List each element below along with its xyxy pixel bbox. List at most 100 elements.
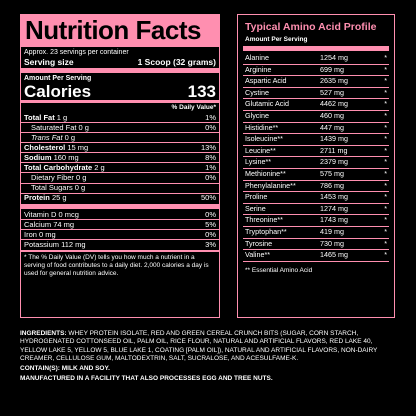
vitamin-amount: 74 mg	[53, 219, 75, 229]
amino-star: *	[384, 122, 387, 132]
ingredients-section: INGREDIENTS: WHEY PROTEIN ISOLATE, RED A…	[20, 330, 396, 386]
amino-value: 1465 mg	[320, 250, 348, 260]
nutrient-label: Trans Fat 0 g	[31, 133, 75, 143]
calories-label: Calories	[24, 82, 92, 101]
amount-per-serving: Amount Per Serving	[24, 75, 92, 82]
divider	[243, 46, 389, 51]
amino-name: Histidine**	[245, 122, 279, 132]
amino-value: 1453 mg	[320, 192, 348, 202]
nutrient-row: Saturated Fat 0 g 0%	[21, 123, 219, 133]
amino-value: 1254 mg	[320, 53, 348, 62]
nutrient-label: Dietary Fiber 0 g	[31, 173, 86, 183]
nutrient-label: Total Fat 1 g	[24, 113, 67, 123]
amino-name: Tyrosine	[245, 238, 273, 248]
vitamin-amount: 0 mcg	[58, 209, 79, 219]
divider	[21, 219, 219, 220]
nutrient-label: Sodium 160 mg	[24, 153, 79, 163]
amino-row: Phenylalanine** 786 mg *	[243, 181, 389, 193]
nutrient-name: Sodium	[24, 152, 52, 162]
serving-size-label: Serving size	[24, 57, 74, 67]
amino-star: *	[384, 238, 387, 248]
nutrient-dv: 8%	[205, 152, 216, 162]
amino-row: Alanine 1254 mg *	[243, 53, 389, 65]
amino-name: Leucine**	[245, 145, 276, 155]
ingredients-paragraph: INGREDIENTS: WHEY PROTEIN ISOLATE, RED A…	[20, 330, 396, 363]
amino-footnote: ** Essential Amino Acid	[245, 266, 313, 274]
amino-star: *	[384, 110, 387, 120]
amino-star: *	[384, 53, 387, 62]
nutrient-name: Total Carbohydrate	[24, 162, 93, 172]
amino-acid-panel: Typical Amino Acid Profile Amount Per Se…	[237, 14, 395, 318]
amino-value: 786 mg	[320, 180, 344, 190]
amino-row: Serine 1274 mg *	[243, 204, 389, 216]
amino-name: Isoleucine**	[245, 134, 283, 144]
amino-star: *	[384, 215, 387, 225]
amino-row: Proline 1453 mg *	[243, 192, 389, 204]
amino-name: Aspartic Acid	[245, 76, 287, 86]
amino-row: Methionine** 575 mg *	[243, 169, 389, 181]
vitamin-name: Potassium	[24, 240, 60, 250]
amino-star: *	[384, 250, 387, 260]
vitamin-label: Calcium 74 mg	[24, 220, 74, 230]
amino-name: Serine	[245, 203, 266, 213]
nutrient-amount: 15 mg	[67, 142, 89, 152]
divider	[21, 122, 219, 123]
facility-text: MANUFACTURED IN A FACILITY THAT ALSO PRO…	[20, 375, 273, 383]
amino-value: 699 mg	[320, 64, 344, 74]
serving-size-value: 1 Scoop (32 grams)	[137, 57, 216, 67]
nutrition-facts-panel: Nutrition Facts Approx. 23 servings per …	[20, 14, 220, 318]
vitamin-row: Iron 0 mg 0%	[21, 230, 219, 240]
nutrient-name: Protein	[24, 193, 50, 203]
nutrient-row: Cholesterol 15 mg 13%	[21, 143, 219, 153]
amino-row: Glutamic Acid 4462 mg *	[243, 99, 389, 111]
amino-name: Arginine	[245, 64, 272, 74]
nutrient-name: Total Sugars	[31, 183, 73, 193]
divider	[21, 172, 219, 174]
calories-row: Calories 133	[21, 83, 219, 100]
amino-star: *	[384, 87, 387, 97]
nutrient-name: Trans Fat	[31, 132, 63, 142]
nutrient-amount: 1 g	[56, 112, 68, 122]
amino-star: *	[384, 168, 387, 178]
amino-name: Phenylalanine**	[245, 180, 296, 190]
nutrient-amount: 0 g	[74, 183, 86, 193]
nutrient-name: Cholesterol	[24, 142, 66, 152]
daily-value-header: % Daily Value*	[171, 103, 216, 111]
nutrient-row: Protein 25 g 50%	[21, 193, 219, 203]
nutrient-name: Saturated Fat	[31, 122, 77, 132]
amino-title: Typical Amino Acid Profile	[245, 21, 377, 33]
amino-row: Arginine 699 mg *	[243, 65, 389, 77]
amino-row: Tyrosine 730 mg *	[243, 239, 389, 251]
vitamin-amount: 0 mg	[39, 229, 56, 239]
nutrient-name: Total Fat	[24, 112, 55, 122]
vitamin-name: Iron	[24, 229, 37, 239]
divider	[21, 162, 219, 163]
amino-name: Glutamic Acid	[245, 99, 289, 109]
nutrient-dv: 0%	[205, 173, 216, 183]
amino-value: 460 mg	[320, 110, 344, 120]
divider	[21, 152, 219, 153]
nutrient-dv: 13%	[200, 142, 216, 152]
nutrient-dv: 50%	[200, 193, 216, 203]
nutrient-label: Total Carbohydrate 2 g	[24, 163, 105, 173]
amino-name: Lysine**	[245, 157, 272, 167]
nutrient-dv: 1%	[205, 112, 216, 122]
nutrition-footnote: * The % Daily Value (DV) tells you how m…	[24, 254, 209, 278]
amino-name: Tryptophan**	[245, 226, 287, 236]
vitamin-label: Iron 0 mg	[24, 230, 56, 240]
nutrient-row: Total Carbohydrate 2 g 1%	[21, 163, 219, 173]
amino-star: *	[384, 192, 387, 202]
amino-value: 527 mg	[320, 87, 344, 97]
divider	[21, 142, 219, 143]
divider	[21, 192, 219, 194]
calories-value: 133	[187, 82, 216, 101]
amino-row: Glycine 460 mg *	[243, 111, 389, 123]
amino-name: Proline	[245, 192, 268, 202]
amino-value: 575 mg	[320, 168, 344, 178]
divider	[21, 182, 219, 184]
amino-value: 4462 mg	[320, 99, 348, 109]
amino-name: Threonine**	[245, 215, 283, 225]
vitamin-label: Potassium 112 mg	[24, 240, 86, 250]
amino-subtitle: Amount Per Serving	[245, 36, 308, 43]
amino-value: 2379 mg	[320, 157, 348, 167]
